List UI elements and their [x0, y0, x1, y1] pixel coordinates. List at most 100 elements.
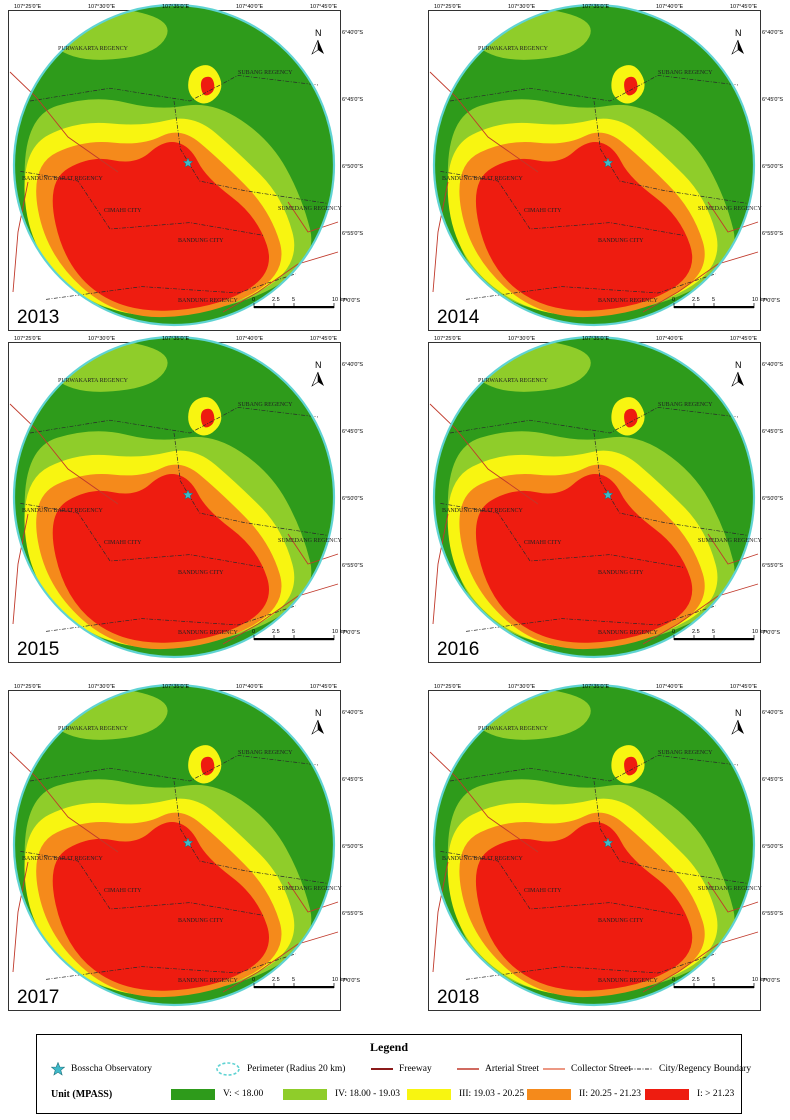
legend-perimeter-label: Perimeter (Radius 20 km) — [247, 1064, 346, 1074]
map-svg: 107°25'0"E 107°30'0"E 107°35'0"E 107°40'0"E… — [8, 334, 363, 664]
perimeter-circle — [432, 3, 756, 327]
latitude-tick-label: 6°40'0"S — [342, 362, 363, 368]
map-legend: Legend Bosscha Observatory Perimeter (Ra… — [36, 1034, 751, 1114]
year-label: 2013 — [14, 308, 63, 328]
north-arrow-icon — [731, 719, 744, 735]
perimeter-circle — [12, 335, 336, 659]
place-label: SUBANG REGENCY — [658, 750, 713, 756]
legend-class-iv: IV: 18.00 - 19.03 — [283, 1086, 400, 1102]
legend-boundary-label: City/Regency Boundary — [659, 1064, 752, 1074]
longitude-tick-label: 107°45'0"E — [310, 684, 338, 690]
legend-arterial: Arterial Street — [457, 1061, 539, 1077]
boundary-line — [449, 407, 739, 434]
latitude-tick-label: 6°55'0"S — [762, 911, 783, 917]
north-arrow-icon — [731, 39, 744, 55]
legend-unit: Unit (MPASS) — [51, 1086, 112, 1102]
longitude-tick-label: 107°35'0"E — [162, 336, 190, 342]
perimeter-circle — [432, 683, 756, 1007]
legend-class-i: I: > 21.23 — [645, 1086, 734, 1102]
observatory-marker — [602, 157, 614, 168]
class-i-area — [624, 756, 638, 776]
scale-label: 5 — [292, 297, 295, 303]
arterial-line-icon — [457, 1068, 479, 1070]
place-label: BANDUNG BARAT REGENCY — [442, 508, 524, 514]
longitude-tick-label: 107°35'0"E — [582, 684, 610, 690]
place-label: SUMEDANG REGENCY — [278, 538, 343, 544]
scale-label: 0 — [252, 629, 255, 635]
scale-label: 2.5 — [692, 629, 700, 635]
latitude-tick-label: 6°45'0"S — [342, 97, 363, 103]
boundary-line-icon — [629, 1068, 653, 1070]
place-label: BANDUNG REGENCY — [178, 978, 239, 984]
scale-label: 10 km — [752, 629, 767, 635]
class-ii-swatch — [527, 1088, 571, 1100]
scale-label: 2.5 — [272, 977, 280, 983]
longitude-tick-label: 107°35'0"E — [162, 4, 190, 10]
road-line — [642, 251, 759, 313]
map-panel-2015: 107°25'0"E 107°30'0"E 107°35'0"E 107°40'0"E… — [8, 334, 363, 664]
radiance-layer — [434, 685, 754, 1005]
legend-observatory: Bosscha Observatory — [51, 1061, 152, 1077]
longitude-tick-label: 107°30'0"E — [508, 684, 536, 690]
observatory-marker — [182, 157, 194, 168]
longitude-tick-label: 107°40'0"E — [236, 336, 264, 342]
road-line — [707, 201, 759, 233]
class-i-swatch — [645, 1088, 689, 1100]
longitude-tick-label: 107°35'0"E — [582, 4, 610, 10]
place-label: SUBANG REGENCY — [658, 70, 713, 76]
place-label: BANDUNG CITY — [598, 918, 644, 924]
boundary-line — [449, 755, 739, 782]
class-i-area — [200, 76, 215, 96]
north-arrow-icon — [311, 371, 324, 387]
legend-collector-label: Collector Street — [571, 1064, 631, 1074]
class-i-area — [624, 408, 638, 428]
map-panel-2016: 107°25'0"E 107°30'0"E 107°35'0"E 107°40'0"E… — [428, 334, 783, 664]
road-line — [9, 751, 119, 853]
radiance-layer — [14, 685, 334, 1005]
road-line — [429, 71, 539, 173]
latitude-tick-label: 6°50'0"S — [762, 844, 783, 850]
boundary-line — [29, 75, 319, 102]
road-line — [222, 583, 339, 645]
place-label: BANDUNG CITY — [178, 238, 224, 244]
year-label: 2014 — [434, 308, 483, 328]
class-i-area — [200, 756, 215, 776]
freeway-line-icon — [371, 1068, 393, 1070]
latitude-tick-label: 6°40'0"S — [762, 362, 783, 368]
class-i-area — [52, 141, 270, 311]
boundary-line — [29, 407, 319, 434]
north-label: N — [735, 708, 742, 718]
class-i-area — [475, 473, 693, 643]
observatory-marker — [182, 489, 194, 500]
road-line — [12, 861, 29, 973]
boundary-line — [465, 953, 716, 980]
latitude-tick-label: 6°45'0"S — [762, 97, 783, 103]
class-iii-swatch — [407, 1088, 451, 1100]
place-label: CIMAHI CITY — [104, 540, 142, 546]
radiance-layer — [14, 337, 334, 657]
scale-label: 10 km — [332, 977, 347, 983]
road-line — [429, 403, 539, 505]
longitude-tick-label: 107°40'0"E — [236, 4, 264, 10]
star-icon — [51, 1062, 65, 1076]
place-label: BANDUNG REGENCY — [178, 298, 239, 304]
longitude-tick-label: 107°25'0"E — [14, 684, 42, 690]
boundary-line — [465, 273, 716, 300]
year-label: 2018 — [434, 988, 483, 1008]
perimeter-circle — [432, 335, 756, 659]
perimeter-circle — [12, 683, 336, 1007]
class-i-label: I: > 21.23 — [697, 1089, 735, 1099]
latitude-tick-label: 6°55'0"S — [762, 563, 783, 569]
place-label: BANDUNG BARAT REGENCY — [22, 508, 104, 514]
boundary-line — [45, 953, 296, 980]
place-label: BANDUNG BARAT REGENCY — [22, 856, 104, 862]
legend-arterial-label: Arterial Street — [485, 1064, 540, 1074]
road-line — [222, 931, 339, 993]
latitude-tick-label: 6°40'0"S — [762, 30, 783, 36]
place-label: SUBANG REGENCY — [238, 402, 293, 408]
latitude-tick-label: 7°0'0"S — [342, 630, 360, 636]
north-arrow-icon — [731, 371, 744, 387]
place-label: SUMEDANG REGENCY — [278, 886, 343, 892]
scale-label: 5 — [292, 629, 295, 635]
north-arrow-icon — [311, 39, 324, 55]
